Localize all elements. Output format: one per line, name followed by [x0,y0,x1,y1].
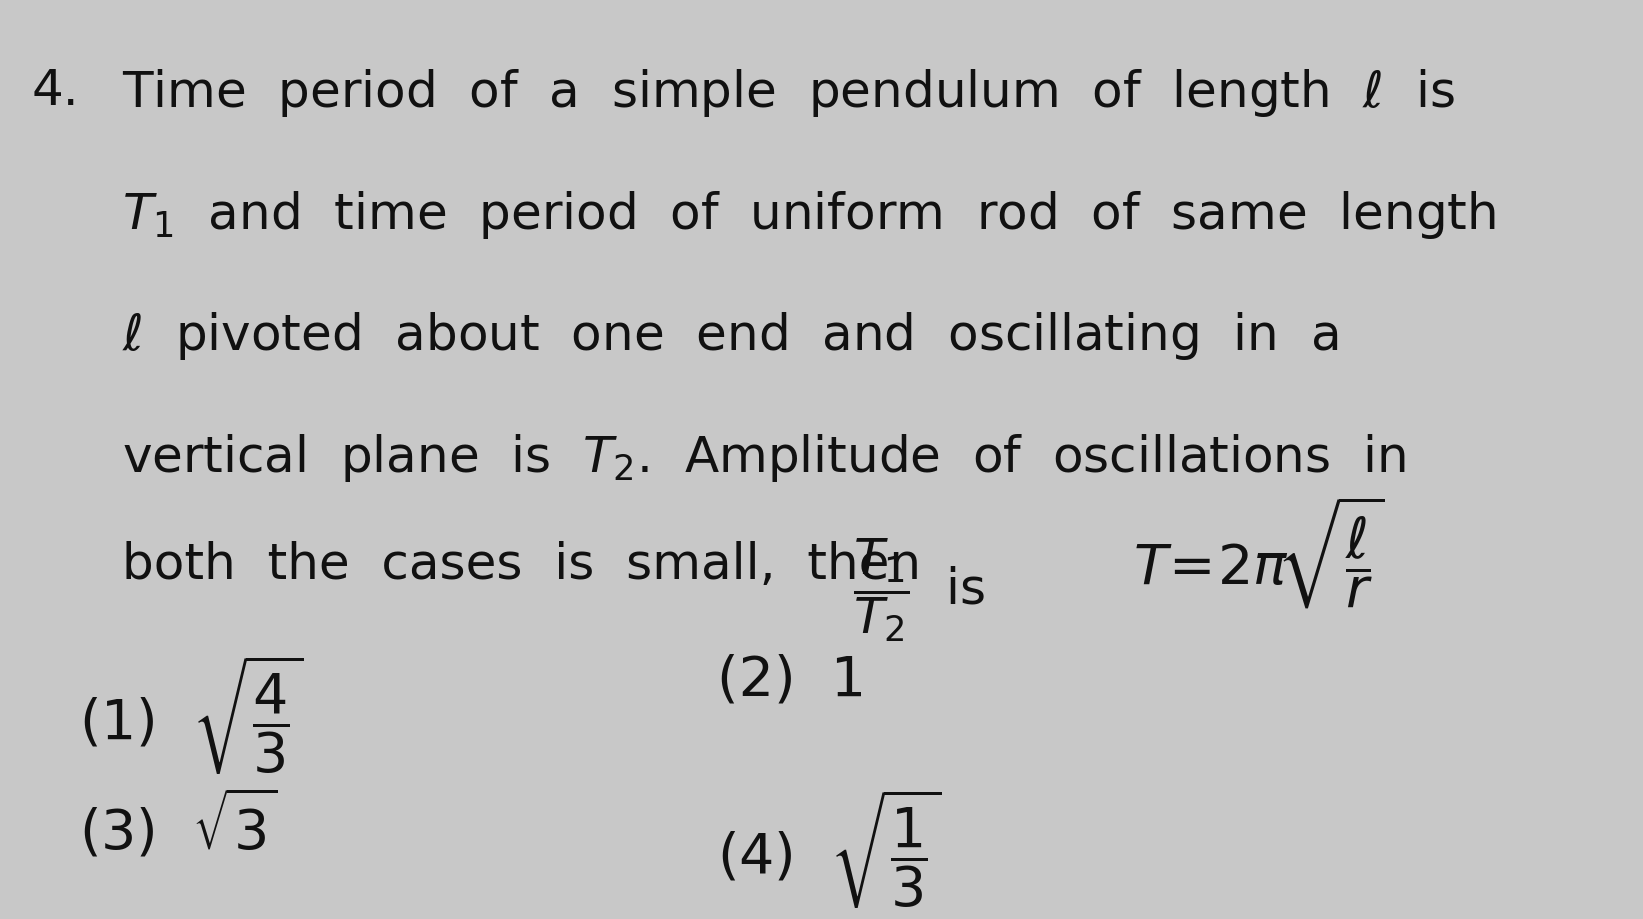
Text: (4)  $\sqrt{\dfrac{1}{3}}$: (4) $\sqrt{\dfrac{1}{3}}$ [716,788,941,911]
Text: (1)  $\sqrt{\dfrac{4}{3}}$: (1) $\sqrt{\dfrac{4}{3}}$ [79,653,304,777]
Text: both  the  cases  is  small,  then: both the cases is small, then [122,540,922,588]
Text: $T_1$  and  time  period  of  uniform  rod  of  same  length: $T_1$ and time period of uniform rod of … [122,188,1495,241]
Text: (2)  1: (2) 1 [716,653,866,708]
Text: (3)  $\sqrt{3}$: (3) $\sqrt{3}$ [79,788,278,861]
Text: $\ell$  pivoted  about  one  end  and  oscillating  in  a: $\ell$ pivoted about one end and oscilla… [122,310,1337,362]
Text: $T\!=\!2\pi\!\sqrt{\dfrac{\ell}{r}}$: $T\!=\!2\pi\!\sqrt{\dfrac{\ell}{r}}$ [1134,494,1385,610]
Text: vertical  plane  is  $T_2$.  Amplitude  of  oscillations  in: vertical plane is $T_2$. Amplitude of os… [122,432,1405,483]
Text: $\dfrac{T_1}{T_2}$  is: $\dfrac{T_1}{T_2}$ is [853,537,986,644]
Text: 4.: 4. [31,67,79,115]
Text: Time  period  of  a  simple  pendulum  of  length  $\ell$  is: Time period of a simple pendulum of leng… [122,67,1454,119]
